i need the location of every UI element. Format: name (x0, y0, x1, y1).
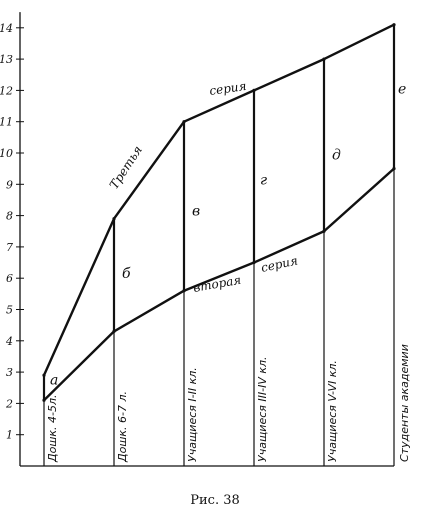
y-tick-label: 6 (6, 272, 13, 285)
x-tick-label: Учащиеся I-II кл. (186, 367, 199, 462)
y-tick-label: 5 (6, 304, 13, 317)
data-point (322, 57, 326, 61)
y-tick-label: 13 (0, 53, 13, 66)
y-tick-label: 2 (5, 397, 13, 410)
series-label-third: серия (208, 79, 247, 98)
figure-caption: Рис. 38 (190, 493, 240, 508)
y-tick-label: 1 (6, 429, 13, 442)
x-tick-label: Студенты академии (398, 344, 411, 462)
data-points (42, 23, 396, 402)
x-tick-label: Учащиеся V-VI кл. (326, 360, 339, 462)
data-point (252, 260, 256, 265)
data-point (182, 289, 186, 293)
series-line-third (42, 23, 395, 376)
category-lines (42, 24, 396, 466)
y-tick-label: 9 (6, 178, 13, 191)
series-line-second (43, 167, 395, 402)
data-point (42, 373, 46, 377)
segment-label: б (122, 266, 131, 282)
y-tick-label: 3 (6, 366, 13, 379)
data-point (252, 88, 256, 92)
x-tick-label: Дошк. 4-5л. (46, 394, 59, 463)
series-lines (42, 23, 395, 402)
data-point (182, 120, 186, 124)
segment-label: г (260, 172, 267, 188)
y-tick-label: 14 (0, 22, 13, 35)
x-tick-label: Учащиеся III-IV кл. (256, 356, 269, 462)
x-tick-label: Дошк. 6-7 л. (116, 391, 129, 463)
data-point (42, 398, 46, 402)
y-tick-label: 12 (0, 84, 13, 97)
axes (19, 12, 394, 467)
data-point (392, 167, 396, 171)
y-tick-label: 7 (6, 241, 13, 254)
y-tick-label: 10 (0, 147, 13, 160)
data-point (112, 329, 116, 334)
segment-label: д (332, 147, 341, 163)
series-label-second: вторая (192, 273, 242, 295)
y-tick-label: 11 (0, 116, 13, 129)
data-point (392, 23, 396, 27)
segment-label: в (192, 204, 200, 220)
data-point (322, 229, 326, 233)
y-tick-label: 8 (6, 210, 13, 223)
y-tick-label: 4 (5, 335, 13, 348)
segment-label: а (50, 373, 58, 389)
data-point (112, 217, 116, 221)
segment-label: е (398, 82, 406, 98)
